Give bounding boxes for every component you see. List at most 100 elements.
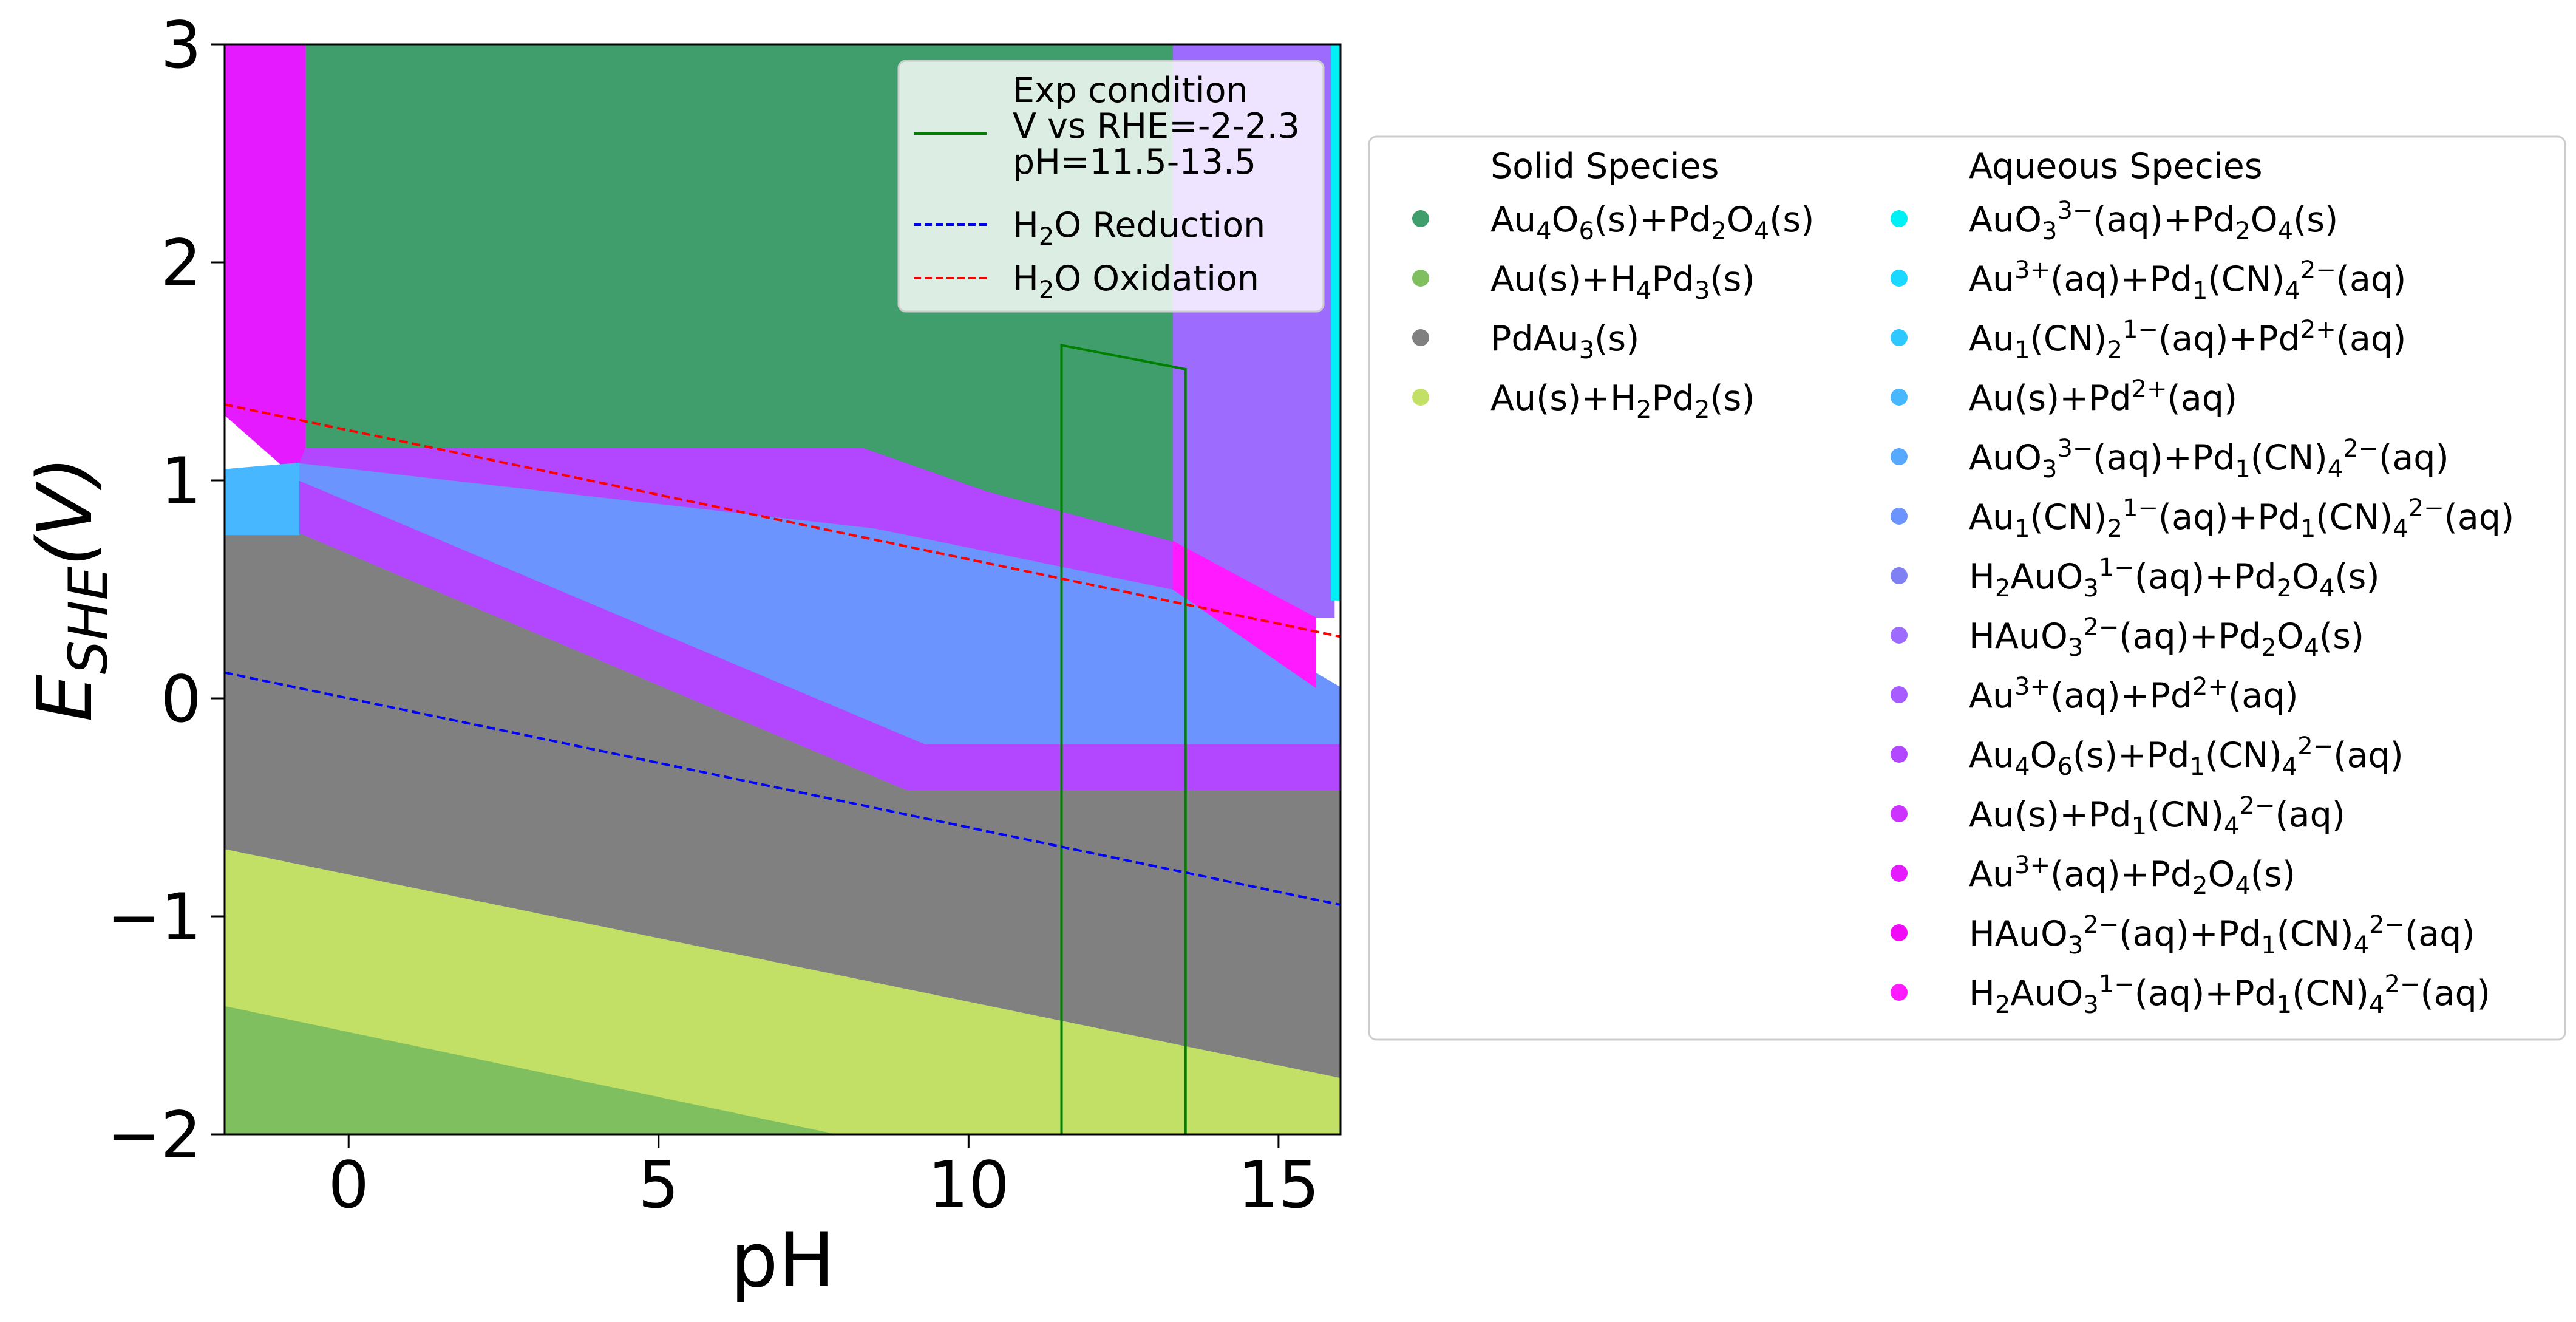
aqueous-species-label-part: 1 xyxy=(2277,991,2292,1019)
aqueous-species-label-part: (CN) xyxy=(2292,973,2369,1014)
solid-species-label: Au4O6(s)+Pd2O4(s) xyxy=(1490,200,1814,245)
inset-legend-label: V vs RHE=-2-2.3 xyxy=(1013,106,1300,146)
aqueous-species-label-part: (aq)+Pd xyxy=(2050,259,2192,299)
aqueous-species-label: HAuO32−(aq)+Pd2O4(s) xyxy=(1969,613,2364,662)
aqueous-species-label-part: 3 xyxy=(2068,932,2083,959)
aqueous-species-label-part: (CN) xyxy=(2207,259,2285,299)
solid-species-marker xyxy=(1412,389,1429,406)
aqueous-species-label-part: 3 xyxy=(2042,455,2057,483)
aqueous-species-label-part: Au xyxy=(1969,735,2014,775)
aqueous-species-marker xyxy=(1891,389,1908,406)
aqueous-species-label-part: 2 xyxy=(2277,574,2292,602)
solid-species-label-part: Pd xyxy=(1651,378,1694,418)
aqueous-species-label-part: (aq) xyxy=(2420,973,2490,1014)
solid-species-label-part: 2 xyxy=(1694,396,1710,424)
aqueous-species-label-part: O xyxy=(2207,854,2235,894)
solid-species-label-part: Pd xyxy=(1651,259,1694,299)
solid-species-label-part: 3 xyxy=(1579,336,1594,364)
aqueous-species-label-part: (CN) xyxy=(2030,319,2107,359)
y-axis-label-suffix: (V) xyxy=(22,456,109,567)
side-legend-box xyxy=(1368,135,2566,1041)
solid-species-label-part: 2 xyxy=(1711,217,1726,245)
aqueous-species-label-part: 4 xyxy=(2354,932,2369,959)
aqueous-species-marker xyxy=(1891,448,1908,465)
solid-species-label-part: 4 xyxy=(1636,277,1651,305)
aqueous-species-label-part: 2 xyxy=(1995,991,2010,1019)
solid-species-label-part: 3 xyxy=(1694,277,1710,305)
aqueous-species-label-part: 6 xyxy=(2057,753,2072,781)
aqueous-species-label-part: (aq) xyxy=(2379,438,2449,478)
aqueous-species-label-part: 2+ xyxy=(2192,673,2228,701)
aqueous-species-marker xyxy=(1891,567,1908,584)
aqueous-species-label: AuO33−(aq)+Pd2O4(s) xyxy=(1969,197,2338,245)
aqueous-species-label-part: 4 xyxy=(2369,991,2384,1019)
solid-species-label-part: O xyxy=(1727,200,1754,240)
x-axis-label: pH xyxy=(730,1217,835,1304)
aqueous-species-label-part: 2− xyxy=(2369,911,2405,939)
aqueous-species-marker xyxy=(1891,746,1908,763)
aqueous-species-label-part: 1− xyxy=(2099,970,2135,998)
inset-legend-label-part: 2 xyxy=(1039,276,1054,304)
aqueous-species-marker xyxy=(1891,924,1908,941)
aqueous-species-label-part: Au(s)+Pd xyxy=(1969,795,2132,835)
inset-legend-label-part: 2 xyxy=(1039,223,1054,251)
aqueous-species-label-part: (aq)+Pd xyxy=(2093,438,2235,478)
aqueous-species-label-part: 1 xyxy=(2192,277,2207,305)
aqueous-species-label: H2AuO31−(aq)+Pd1(CN)42−(aq) xyxy=(1969,970,2490,1019)
aqueous-species-label-part: 2 xyxy=(2261,634,2276,662)
inset-legend-label: H2O Reduction xyxy=(1013,205,1265,251)
aqueous-species-label-part: (aq)+Pd xyxy=(2050,854,2192,894)
inset-legend-label: pH=11.5-13.5 xyxy=(1013,142,1256,182)
aqueous-species-label-part: 1− xyxy=(2122,316,2158,344)
h2o-oxidation-line xyxy=(225,403,1341,638)
aqueous-species-label-part: O xyxy=(2251,200,2278,240)
aqueous-species-label-part: (CN) xyxy=(2277,914,2354,954)
aqueous-species-label-part: (aq)+Pd xyxy=(2158,319,2300,359)
inset-legend-label-part: O Reduction xyxy=(1054,205,1265,245)
aqueous-species-label-part: 2− xyxy=(2408,494,2444,522)
solid-species-label: Au(s)+H4Pd3(s) xyxy=(1490,259,1755,305)
aqueous-species-label: Au1(CN)21−(aq)+Pd2+(aq) xyxy=(1969,316,2406,364)
aqueous-species-label-part: 1 xyxy=(2189,753,2204,781)
y-tick-label: 0 xyxy=(161,662,202,737)
y-tick-label: −1 xyxy=(107,880,202,955)
aqueous-species-label-part: 2 xyxy=(2192,872,2207,900)
aqueous-species-label-part: (CN) xyxy=(2316,497,2393,537)
region-au-s-pd2-aq xyxy=(225,462,299,536)
solid-species-label-part: (s) xyxy=(1710,378,1755,418)
aqueous-species-label-part: (aq) xyxy=(2444,497,2515,537)
aqueous-species-label-part: (CN) xyxy=(2030,497,2107,537)
exp-condition-line xyxy=(1060,343,1187,1134)
solid-species-label-part: (s) xyxy=(1710,259,1755,299)
y-axis-label: ESHE(V) xyxy=(22,456,120,722)
aqueous-species-label-part: (s)+Pd xyxy=(2073,735,2190,775)
y-tick-label: −2 xyxy=(107,1098,202,1173)
aqueous-species-label-part: 4 xyxy=(2304,634,2319,662)
side-legend: Solid Species Aqueous SpeciesAu4O6(s)+Pd2… xyxy=(1368,135,2566,1041)
y-axis-label-sub: SHE xyxy=(57,566,120,674)
solid-species-label-part: 6 xyxy=(1579,217,1594,245)
region-au3-aq-pd2o4-s xyxy=(225,44,306,482)
solid-species-label-part: 4 xyxy=(1536,217,1551,245)
aqueous-species-label-part: 4 xyxy=(2393,515,2408,543)
x-tick-label: 15 xyxy=(1237,1148,1319,1222)
aqueous-species-label-part: (aq)+Pd xyxy=(2158,497,2300,537)
aqueous-species-label-part: 2− xyxy=(2343,435,2379,463)
aqueous-species-label-part: (aq) xyxy=(2333,735,2404,775)
axes: 0 5 10 15 −2 −1 0 1 2 3 xyxy=(107,8,1320,1222)
aqueous-species-label-part: (CN) xyxy=(2147,795,2224,835)
aqueous-species-label-part: 2− xyxy=(2384,970,2420,998)
aqueous-species-label-part: 1 xyxy=(2261,932,2276,959)
region-auo3-3-aq-pd2o4-s xyxy=(1331,44,1341,601)
aqueous-species-label: Au(s)+Pd1(CN)42−(aq) xyxy=(1969,792,2345,840)
solid-species-label-part: 4 xyxy=(1754,217,1769,245)
aqueous-species-label: Au4O6(s)+Pd1(CN)42−(aq) xyxy=(1969,732,2404,781)
aqueous-species-label-part: 3+ xyxy=(2014,673,2050,701)
y-tick-label: 2 xyxy=(161,226,202,301)
aqueous-species-label-part: (CN) xyxy=(2251,438,2328,478)
aqueous-species-label-part: (aq) xyxy=(2336,319,2407,359)
aqueous-species-label-part: 3 xyxy=(2083,991,2098,1019)
aqueous-species-label-part: 1− xyxy=(2122,494,2158,522)
aqueous-species-label-part: 2− xyxy=(2083,613,2119,641)
